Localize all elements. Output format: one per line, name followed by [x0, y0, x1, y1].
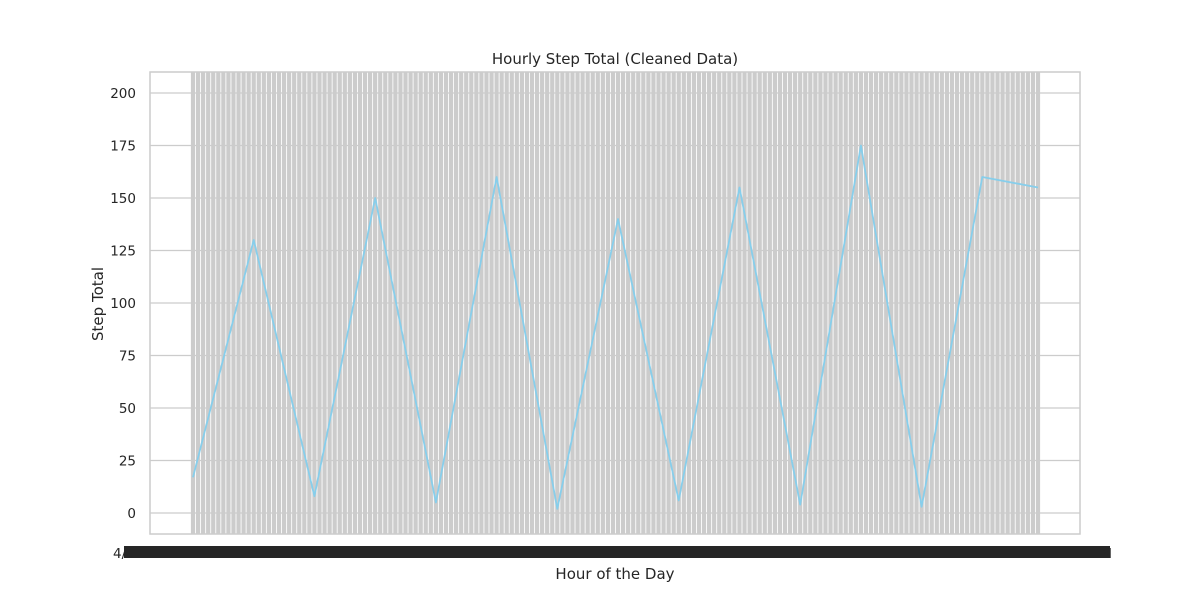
y-tick-label: 0: [127, 506, 136, 522]
chart-title: Hourly Step Total (Cleaned Data): [492, 50, 738, 68]
series-layer: [192, 144, 1039, 510]
y-tick-label: 100: [110, 296, 136, 312]
axes-border: [149, 71, 1081, 535]
y-tick-label: 175: [110, 139, 136, 155]
y-tick-label: 125: [110, 244, 136, 260]
y-tick-label: 75: [119, 349, 136, 365]
x-tick-label-last: M: [1100, 546, 1112, 562]
y-axis-label: Step Total: [89, 267, 107, 341]
x-tick-label-first: 4/1: [113, 546, 135, 562]
y-tick-labels: 0 25 50 75 100 125 150 175 200: [110, 86, 136, 522]
y-tick-label: 200: [110, 86, 136, 102]
x-tick-labels: 4/1 M: [113, 546, 1112, 562]
y-gridlines: [150, 92, 1080, 514]
x-axis-label: Hour of the Day: [555, 565, 674, 583]
y-tick-label: 150: [110, 191, 136, 207]
x-tick-label-block: [124, 546, 1110, 558]
series-line: [192, 144, 1039, 510]
y-tick-label: 50: [119, 401, 136, 417]
axes-frame: [149, 71, 1081, 535]
y-tick-label: 25: [119, 454, 136, 470]
